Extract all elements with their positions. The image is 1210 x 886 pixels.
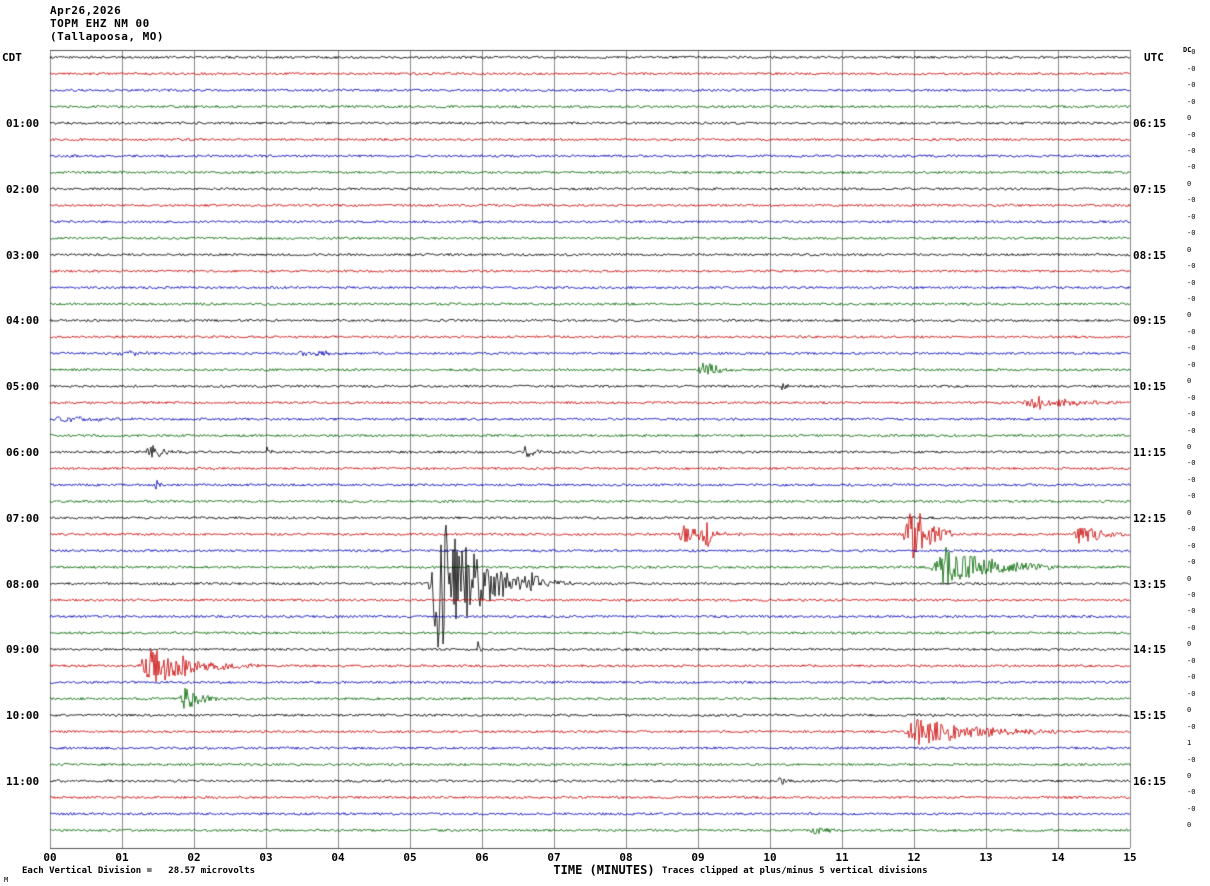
x-tick-label: 06 — [475, 851, 489, 864]
right-hour-label: 15:15 — [1133, 709, 1167, 723]
left-hour-label: 10:00 — [6, 709, 40, 723]
x-tick-label: 11 — [835, 851, 849, 864]
x-tick-label: 00 — [43, 851, 57, 864]
dc-offset-value: 0 — [1187, 640, 1192, 649]
x-tick-label: 12 — [907, 851, 921, 864]
x-tick-label: 14 — [1051, 851, 1065, 864]
right-hour-label: 10:15 — [1133, 380, 1167, 394]
dc-offset-value: -0 — [1187, 689, 1196, 698]
dc-offset-value: -0 — [1187, 558, 1196, 567]
header-station: TOPM EHZ NM 00 — [50, 17, 150, 30]
left-hour-label: 07:00 — [6, 511, 40, 525]
x-tick-label: 04 — [331, 851, 345, 864]
dc-offset-value: -0 — [1187, 295, 1196, 303]
dc-offset-value: 0 — [1187, 771, 1192, 780]
dc-offset-value: 0 — [1187, 179, 1192, 188]
dc-offset-value: -0 — [1187, 492, 1196, 501]
dc-offset-value: 0 — [1187, 114, 1192, 123]
x-tick-label: 13 — [979, 851, 993, 864]
right-hour-label: 09:15 — [1133, 314, 1167, 328]
left-hour-label: 11:00 — [6, 774, 40, 788]
left-hour-label: 08:00 — [6, 577, 40, 591]
dc-offset-value: 0 — [1187, 508, 1192, 517]
right-hour-label: 07:15 — [1133, 182, 1167, 196]
corner-mark: M — [4, 876, 9, 884]
dc-offset-value: -0 — [1187, 130, 1196, 139]
dc-offset-value: -0 — [1187, 278, 1196, 287]
dc-offset-value: -0 — [1187, 591, 1196, 600]
dc-offset-value: -0 — [1187, 426, 1196, 435]
dc-offset-value: -0 — [1187, 393, 1196, 402]
right-hour-label: 11:15 — [1133, 446, 1167, 460]
left-hour-label: 02:00 — [6, 182, 40, 196]
x-tick-label: 15 — [1123, 851, 1137, 864]
dc-offset-value: 0 — [1187, 311, 1192, 320]
right-hour-label: 08:15 — [1133, 248, 1167, 262]
left-hour-label: 06:00 — [6, 446, 40, 460]
left-hour-label: 03:00 — [6, 248, 40, 262]
x-axis-title: TIME (MINUTES) — [553, 863, 655, 877]
right-hour-label: 14:15 — [1133, 643, 1167, 657]
dc-offset-value: -0 — [1187, 48, 1196, 57]
dc-offset-value: -0 — [1187, 262, 1196, 271]
left-hour-label: 05:00 — [6, 380, 40, 394]
right-hour-label: 12:15 — [1133, 511, 1167, 525]
dc-offset-value: -0 — [1187, 97, 1196, 106]
dc-offset-value: -0 — [1187, 81, 1196, 90]
x-tick-label: 10 — [763, 851, 777, 864]
dc-offset-value: -0 — [1187, 755, 1196, 764]
dc-column-label: DC — [1183, 46, 1192, 54]
dc-offset-value: -0 — [1187, 673, 1196, 682]
dc-offset-value: 0 — [1187, 245, 1192, 254]
dc-offset-value: -0 — [1187, 525, 1196, 534]
left-timezone-label: CDT — [2, 51, 22, 64]
x-tick-label: 09 — [691, 851, 705, 864]
header-date: Apr26,2026 — [50, 4, 122, 17]
dc-offset-value: 0 — [1187, 377, 1192, 386]
dc-offset-value: -0 — [1187, 410, 1196, 419]
left-hour-label: 01:00 — [6, 117, 40, 131]
x-tick-label: 03 — [259, 851, 273, 864]
right-hour-label: 06:15 — [1133, 117, 1167, 131]
x-tick-label: 05 — [403, 851, 417, 864]
right-hour-label: 16:15 — [1133, 774, 1167, 788]
dc-offset-value: -0 — [1187, 64, 1196, 73]
right-hour-label: 13:15 — [1133, 577, 1167, 591]
right-timezone-label: UTC — [1144, 51, 1164, 64]
dc-offset-value: -0 — [1187, 196, 1196, 205]
dc-offset-value: -0 — [1187, 541, 1196, 550]
dc-offset-value: 0 — [1187, 443, 1192, 452]
left-hour-label: 09:00 — [6, 643, 40, 657]
dc-offset-value: -0 — [1187, 344, 1196, 353]
dc-offset-value: 1 — [1187, 739, 1192, 748]
dc-offset-value: -0 — [1187, 656, 1196, 665]
x-tick-label: 01 — [115, 851, 129, 864]
dc-offset-value: -0 — [1187, 722, 1196, 731]
x-tick-label: 07 — [547, 851, 561, 864]
dc-offset-value: -0 — [1187, 607, 1196, 616]
dc-offset-value: -0 — [1187, 459, 1196, 468]
scale-note: Each Vertical Division = 28.57 microvolt… — [22, 866, 255, 876]
header-location: (Tallapoosa, MO) — [50, 30, 164, 43]
dc-offset-value: -0 — [1187, 163, 1196, 172]
dc-offset-value: -0 — [1187, 212, 1196, 221]
dc-offset-value: 0 — [1187, 706, 1192, 715]
dc-offset-value: -0 — [1187, 146, 1196, 155]
dc-offset-value: 0 — [1187, 574, 1192, 583]
clip-note: Traces clipped at plus/minus 5 vertical … — [662, 866, 928, 876]
x-tick-label: 08 — [619, 851, 633, 864]
dc-offset-value: -0 — [1187, 804, 1196, 813]
dc-offset-value: 0 — [1187, 821, 1192, 830]
dc-offset-value: -0 — [1187, 360, 1196, 369]
dc-offset-value: -0 — [1187, 475, 1196, 484]
dc-offset-value: -0 — [1187, 327, 1196, 336]
dc-offset-value: -0 — [1187, 229, 1196, 238]
left-hour-label: 04:00 — [6, 314, 40, 328]
dc-offset-value: -0 — [1187, 788, 1196, 797]
x-tick-label: 02 — [187, 851, 201, 864]
dc-offset-value: -0 — [1187, 623, 1196, 632]
